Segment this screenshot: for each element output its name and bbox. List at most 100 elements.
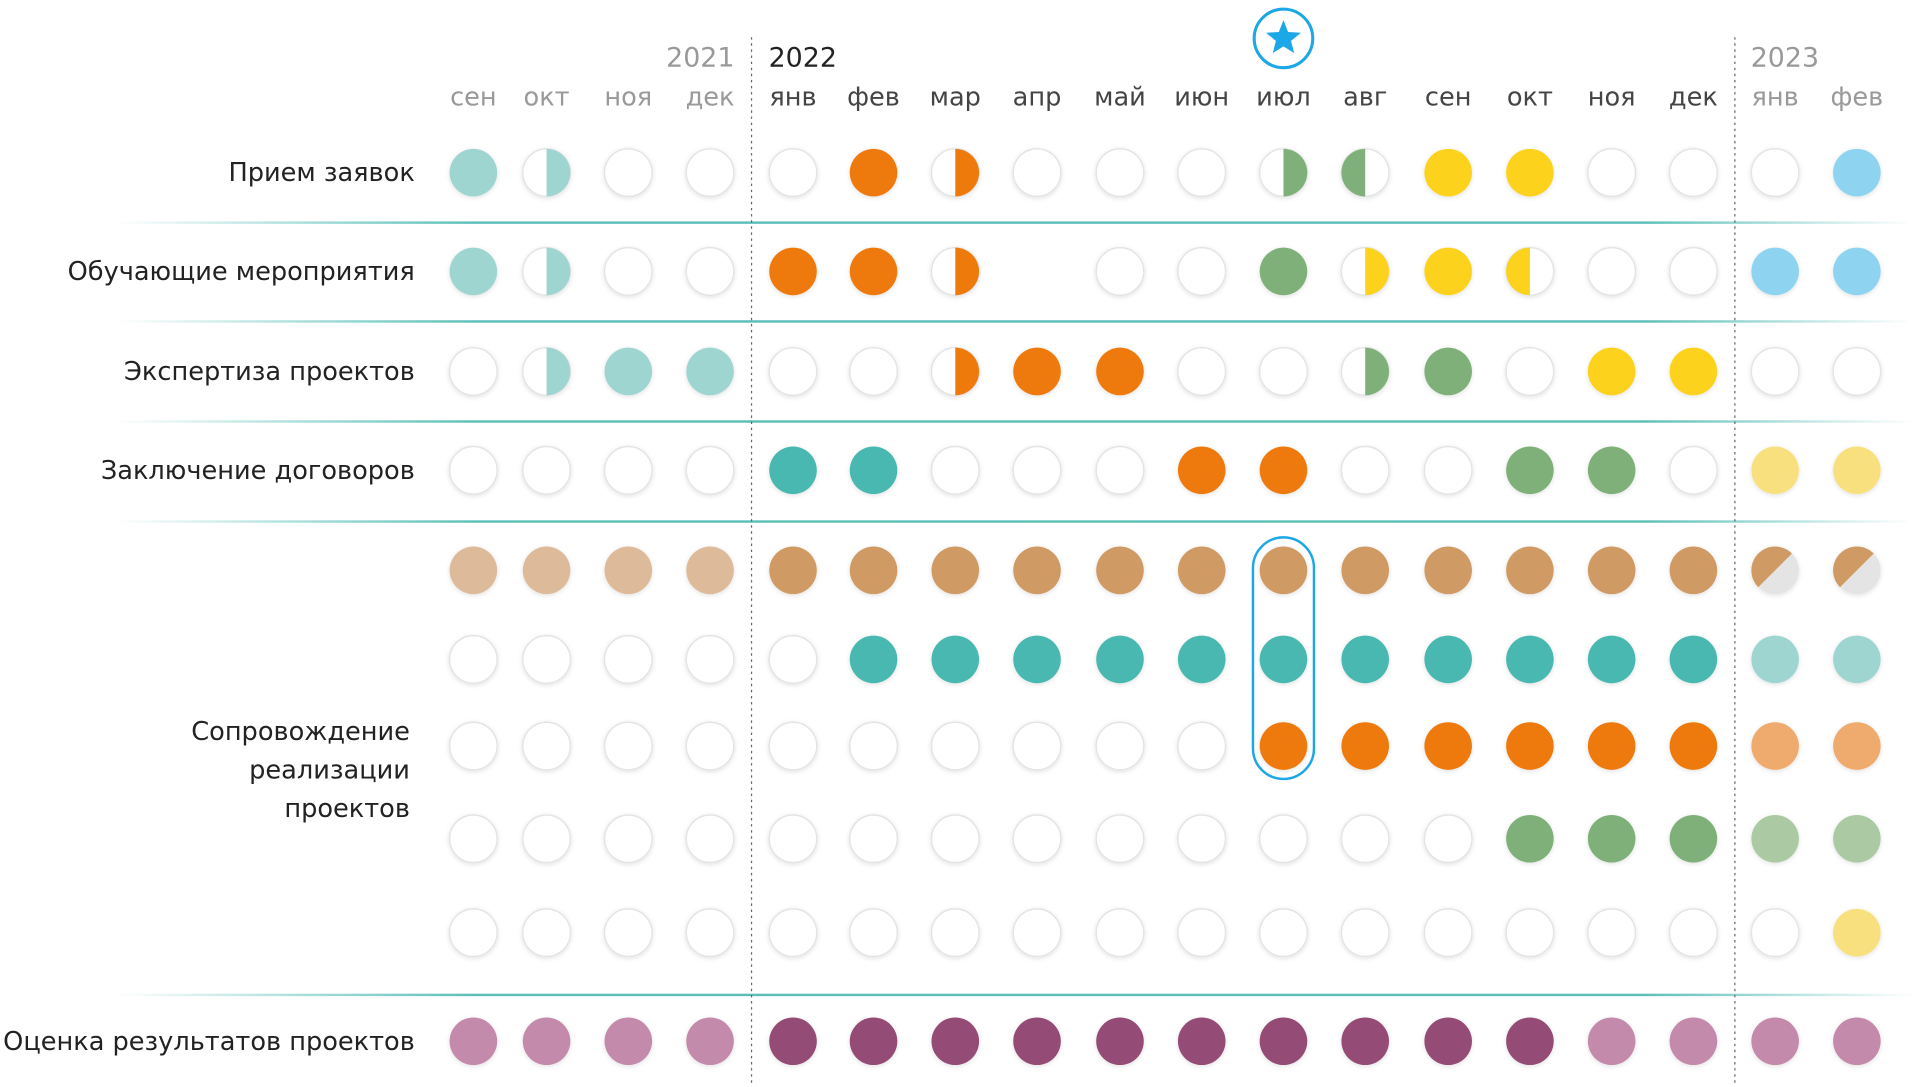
month-label: окт [1507, 83, 1553, 113]
empty-dot [1668, 246, 1718, 296]
dot [1833, 814, 1881, 863]
empty-dot [1587, 148, 1637, 198]
dot [1506, 722, 1554, 770]
empty-dot [603, 721, 653, 771]
dot [1096, 1017, 1144, 1066]
empty-dot [1423, 814, 1473, 864]
month-label: ноя [1588, 83, 1636, 113]
empty-dot [1177, 346, 1227, 396]
dot [1177, 1017, 1226, 1066]
empty-dot [1095, 246, 1145, 296]
separator [115, 420, 1913, 423]
dot [1506, 635, 1554, 684]
empty-dot [1095, 445, 1145, 495]
dot [1669, 347, 1718, 396]
dot [1424, 635, 1472, 684]
dot [1424, 1017, 1472, 1066]
dot [1177, 546, 1226, 595]
empty-dot [522, 445, 572, 495]
dot [1341, 722, 1389, 770]
month-label: мар [930, 83, 981, 113]
dot [849, 546, 898, 595]
empty-dot [1423, 908, 1473, 958]
dot [1587, 347, 1636, 396]
dot-half [1341, 148, 1366, 197]
dot [1833, 1017, 1881, 1066]
dot [1177, 635, 1226, 684]
empty-dot [1668, 445, 1718, 495]
dot [1424, 247, 1472, 296]
dot [1506, 814, 1554, 863]
empty-dot [685, 721, 735, 771]
empty-dot [1340, 445, 1390, 495]
dot [1259, 247, 1308, 296]
separator [115, 221, 1913, 224]
dot [1833, 908, 1881, 957]
dot [769, 546, 817, 595]
dot-half [1365, 247, 1389, 296]
dot [1833, 722, 1881, 770]
empty-dot [603, 148, 653, 198]
empty-dot [685, 908, 735, 958]
dot [1669, 546, 1718, 595]
month-label: окт [524, 83, 570, 113]
empty-dot [1668, 148, 1718, 198]
separator [115, 520, 1913, 523]
dot [1587, 1017, 1636, 1066]
dot-half [955, 247, 980, 296]
dot [769, 1017, 817, 1066]
dot [449, 1017, 498, 1066]
dot [1177, 446, 1226, 495]
dot [1751, 247, 1799, 296]
dot-half [1751, 546, 1792, 588]
dot [1587, 814, 1636, 863]
empty-dot [685, 814, 735, 864]
dot [1259, 446, 1308, 495]
empty-dot [1750, 346, 1800, 396]
dot [1751, 814, 1799, 863]
empty-dot [448, 721, 498, 771]
month-label: янв [769, 83, 816, 113]
dot [1013, 347, 1061, 396]
month-label: сен [1425, 83, 1472, 113]
star-icon [1266, 20, 1301, 54]
empty-dot [1750, 148, 1800, 198]
empty-dot [1177, 246, 1227, 296]
dot [849, 247, 898, 296]
empty-dot [448, 908, 498, 958]
empty-dot [603, 246, 653, 296]
empty-dot [1177, 814, 1227, 864]
empty-dot [603, 908, 653, 958]
empty-dot [1095, 908, 1145, 958]
empty-dot [1095, 148, 1145, 198]
empty-dot [522, 721, 572, 771]
row-label: Обучающие мероприятия [68, 257, 415, 287]
dot [1669, 635, 1718, 684]
dot [931, 635, 980, 684]
dot [1259, 635, 1308, 684]
dot [1013, 635, 1061, 684]
empty-dot [448, 814, 498, 864]
dot [449, 247, 498, 296]
dot [849, 148, 898, 197]
empty-dot [1423, 445, 1473, 495]
month-label: июн [1174, 83, 1229, 113]
dot [1751, 722, 1799, 770]
dot [1013, 546, 1061, 595]
row-label: проектов [284, 794, 410, 824]
dot-half [955, 347, 980, 396]
month-label: ноя [604, 83, 652, 113]
empty-dot [1012, 814, 1062, 864]
dot [604, 1017, 653, 1066]
dot [686, 546, 734, 595]
dot [1506, 546, 1554, 595]
year-label: 2022 [769, 42, 837, 73]
empty-dot [1012, 148, 1062, 198]
dot [1506, 148, 1554, 197]
dot [1013, 1017, 1061, 1066]
month-label: янв [1752, 83, 1799, 113]
empty-dot [1258, 908, 1308, 958]
month-label: авг [1343, 83, 1387, 113]
dot [1259, 1017, 1308, 1066]
